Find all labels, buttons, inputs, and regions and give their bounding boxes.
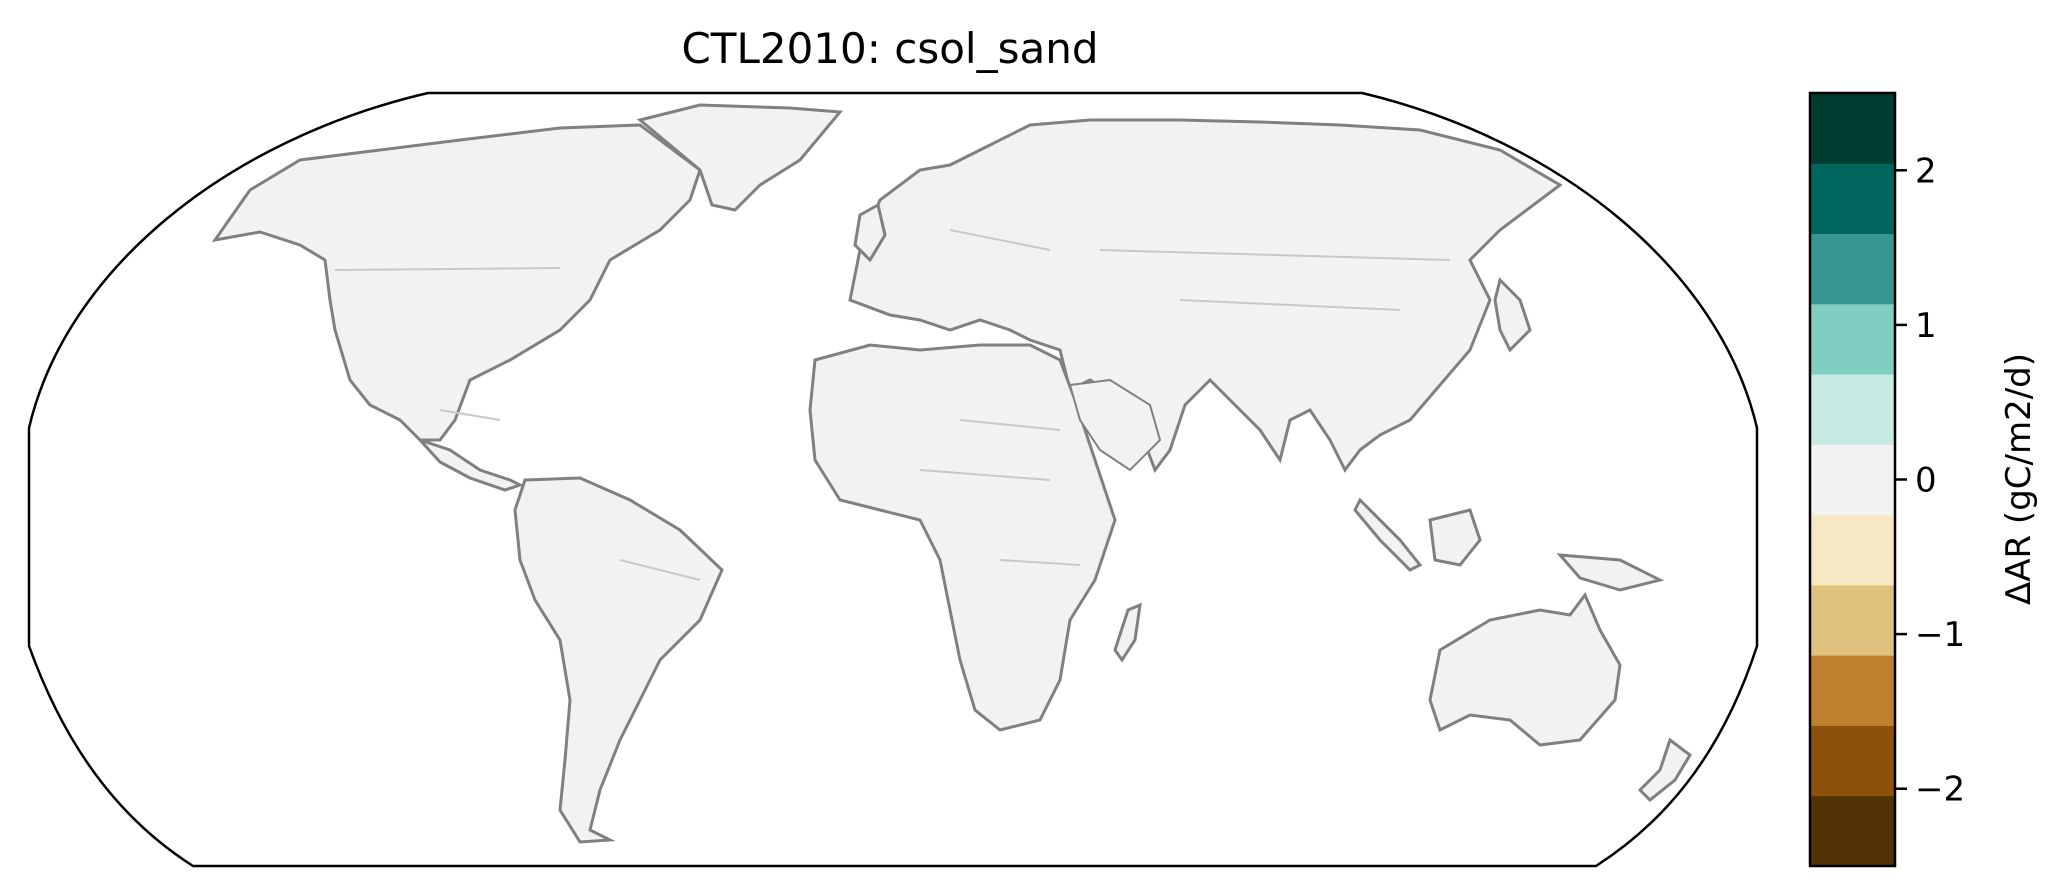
colorbar-bin: [1810, 93, 1895, 164]
colorbar-bin: [1810, 374, 1895, 445]
landmass-sumatra: [1353, 497, 1423, 572]
colorbar-bins: [1810, 93, 1895, 867]
colorbar-tick-label: −2: [1915, 770, 1965, 810]
landmass-greenland: [636, 103, 844, 212]
landmass-central-america: [415, 436, 524, 492]
map-title: CTL2010: csol_sand: [681, 24, 1098, 73]
colorbar: 2 1 0 −1 −2 ΔAR (gC/m2/d): [1808, 91, 2039, 868]
landmass-japan: [1493, 277, 1532, 353]
map-boundary: [27, 91, 1759, 868]
country-borders: [334, 229, 1451, 581]
landmass-new-zealand: [1637, 737, 1692, 803]
landmass-britain: [853, 202, 887, 263]
colorbar-bin: [1810, 725, 1895, 797]
landmass-north-america: [211, 123, 702, 442]
colorbar-tick-label: 0: [1915, 461, 1937, 501]
colorbar-ticks: 2 1 0 −1 −2: [1895, 151, 1965, 810]
landmass-australia: [1428, 592, 1622, 747]
colorbar-bin: [1810, 655, 1895, 726]
colorbar-bin: [1810, 514, 1895, 586]
colorbar-label: ΔAR (gC/m2/d): [1999, 353, 2039, 605]
colorbar-bin: [1810, 795, 1895, 867]
colorbar-bin: [1810, 444, 1895, 516]
landmass-africa: [808, 343, 1117, 732]
colorbar-bin: [1810, 233, 1895, 305]
landmass-new-guinea: [1556, 553, 1665, 592]
colorbar-bin: [1810, 584, 1895, 656]
colorbar-bin: [1810, 163, 1895, 235]
colorbar-tick-label: 2: [1915, 151, 1937, 191]
colorbar-tick-label: −1: [1915, 615, 1965, 655]
landmass-arabia: [1068, 378, 1162, 472]
colorbar-bin: [1810, 303, 1895, 375]
landmass-south-america: [513, 476, 724, 844]
colorbar-tick-label: 1: [1915, 306, 1937, 346]
landmass-borneo: [1428, 508, 1482, 567]
landmass-eurasia: [848, 118, 1563, 474]
landmass-madagascar: [1113, 602, 1142, 663]
land-layer: [211, 103, 1692, 844]
map-panel: [27, 91, 1759, 868]
